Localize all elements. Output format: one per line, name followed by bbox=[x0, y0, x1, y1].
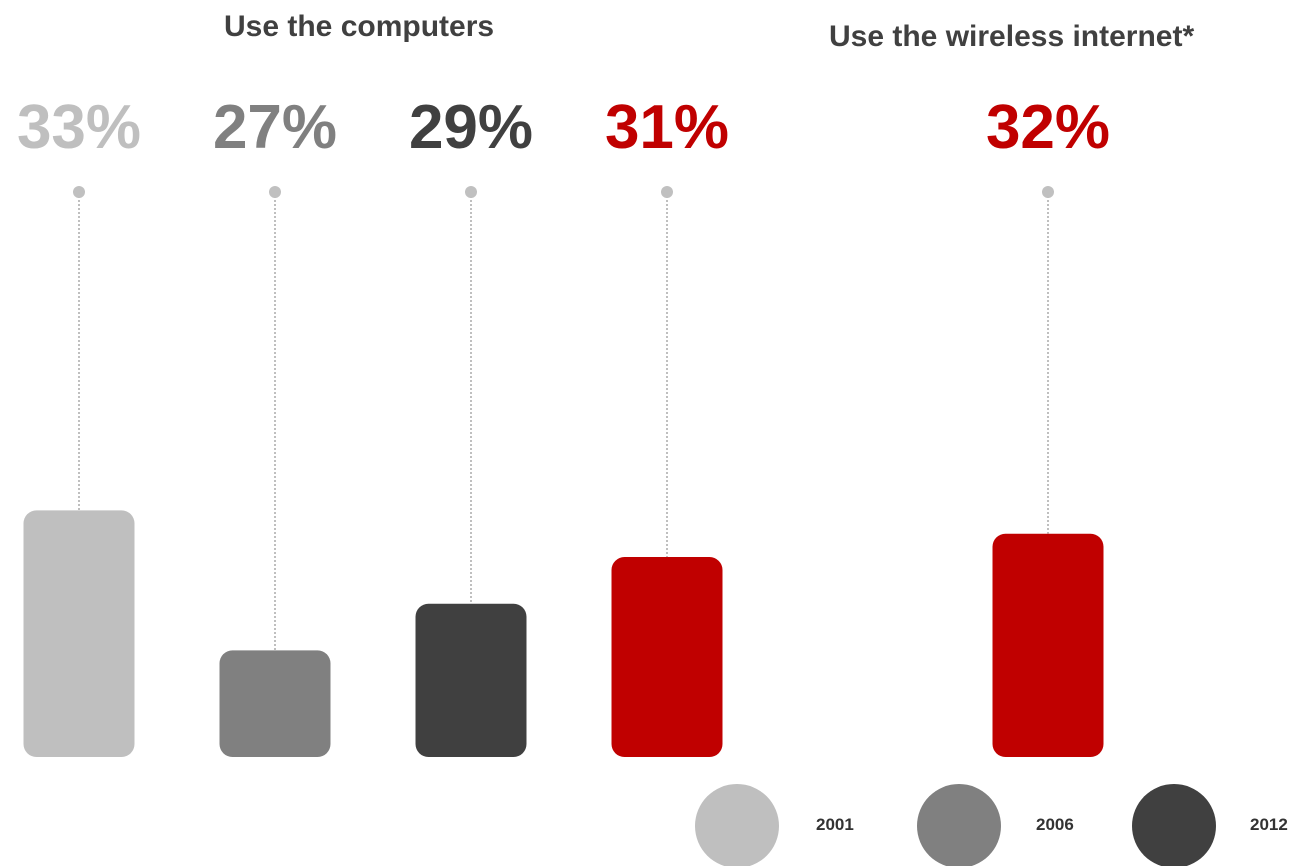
computers-heading: Use the computers bbox=[224, 10, 495, 43]
value-label-1-2016: 32% bbox=[986, 93, 1110, 162]
value-label-0-2006: 27% bbox=[213, 93, 337, 162]
legend-label-2006: 2006 bbox=[1036, 815, 1074, 834]
bar-0-2012 bbox=[415, 603, 527, 757]
stem-dot-1-2016 bbox=[1042, 186, 1054, 198]
wireless-heading: Use the wireless internet* bbox=[829, 20, 1195, 53]
stem-dot-0-2001 bbox=[73, 186, 85, 198]
legend-swatch-2001 bbox=[695, 784, 779, 866]
legend-label-2012: 2012 bbox=[1250, 815, 1288, 834]
value-label-0-2001: 33% bbox=[17, 93, 141, 162]
legend-swatch-2006 bbox=[917, 784, 1001, 866]
bar-0-2016 bbox=[611, 557, 723, 757]
stem-dot-0-2016 bbox=[661, 186, 673, 198]
stem-dot-0-2006 bbox=[269, 186, 281, 198]
value-label-0-2016: 31% bbox=[605, 93, 729, 162]
bar-0-2006 bbox=[219, 650, 331, 757]
stem-dot-0-2012 bbox=[465, 186, 477, 198]
legend-swatch-2012 bbox=[1132, 784, 1216, 866]
value-label-0-2012: 29% bbox=[409, 93, 533, 162]
bar-1-2016 bbox=[992, 533, 1104, 757]
legend-label-2001: 2001 bbox=[816, 815, 854, 834]
bar-0-2001 bbox=[23, 510, 135, 757]
